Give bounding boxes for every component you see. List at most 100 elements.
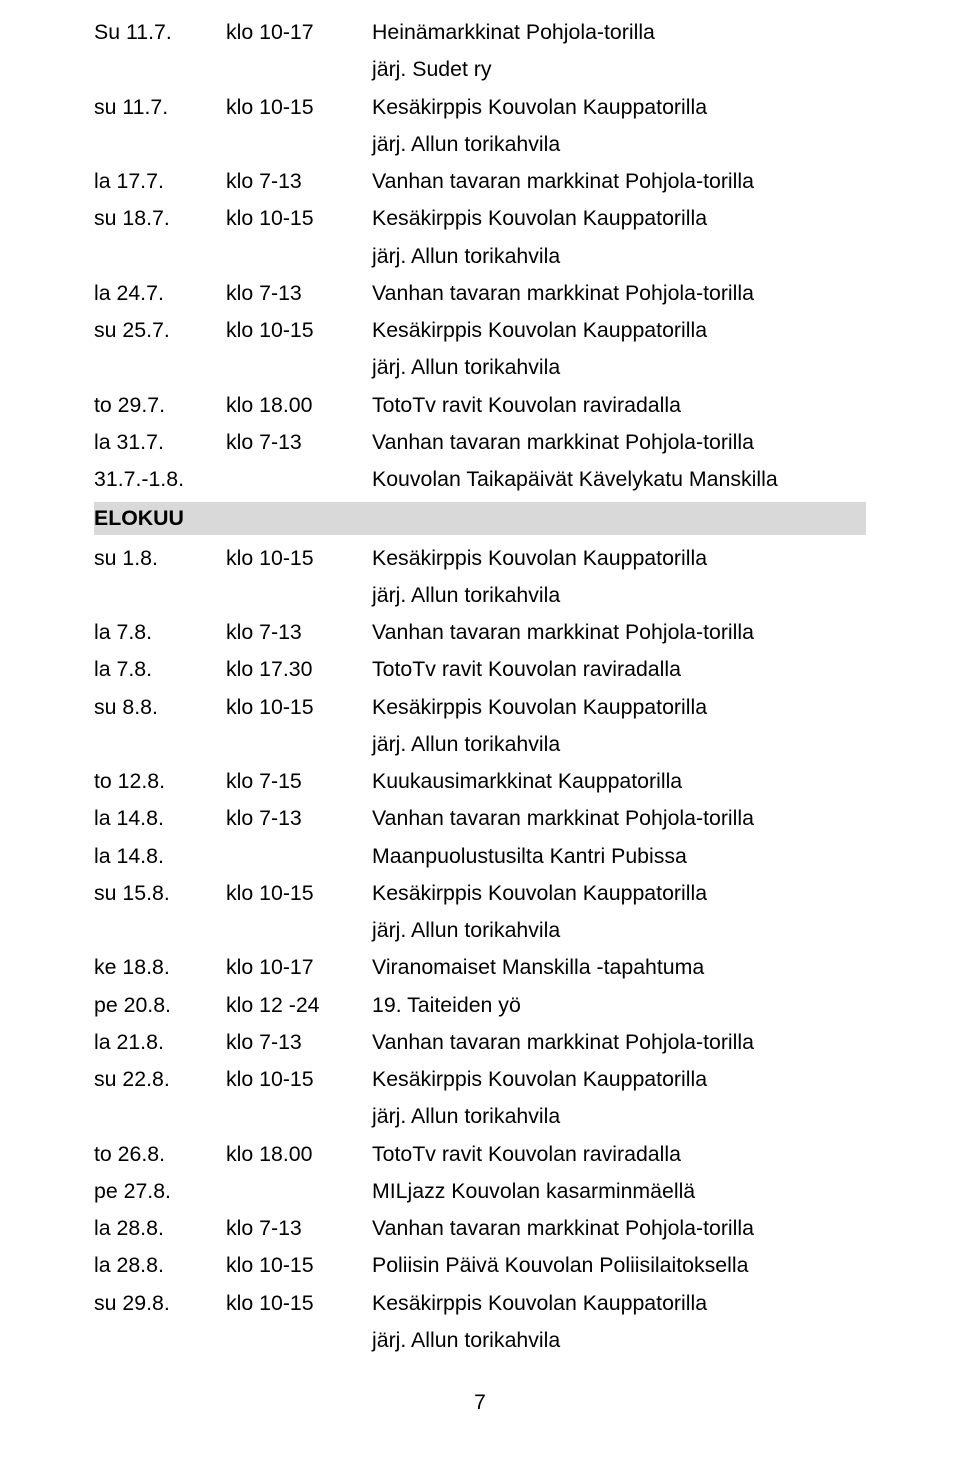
description-cell: järj. Allun torikahvila bbox=[372, 353, 866, 382]
schedule-row: la 21.8.klo 7-13Vanhan tavaran markkinat… bbox=[94, 1028, 866, 1057]
time-cell: klo 10-17 bbox=[226, 953, 372, 982]
schedule-row: pe 20.8.klo 12 -2419. Taiteiden yö bbox=[94, 991, 866, 1020]
date-cell: su 8.8. bbox=[94, 693, 226, 722]
time-cell: klo 10-15 bbox=[226, 93, 372, 122]
description-cell: Kesäkirppis Kouvolan Kauppatorilla bbox=[372, 693, 866, 722]
page-content: Su 11.7. klo 10-17 Heinämarkkinat Pohjola-… bbox=[0, 0, 960, 1455]
schedule-row: la 31.7.klo 7-13Vanhan tavaran markkinat… bbox=[94, 428, 866, 457]
date-cell: la 7.8. bbox=[94, 655, 226, 684]
description-cell: Heinämarkkinat Pohjola-torilla bbox=[372, 18, 866, 47]
description-cell: TotoTv ravit Kouvolan raviradalla bbox=[372, 391, 866, 420]
description-cell: järj. Allun torikahvila bbox=[372, 130, 866, 159]
date-cell: la 14.8. bbox=[94, 842, 226, 871]
schedule-row: su 1.8.klo 10-15Kesäkirppis Kouvolan Kau… bbox=[94, 544, 866, 573]
time-cell: klo 10-15 bbox=[226, 204, 372, 233]
date-cell: la 28.8. bbox=[94, 1214, 226, 1243]
date-cell: la 21.8. bbox=[94, 1028, 226, 1057]
time-cell: klo 10-15 bbox=[226, 1289, 372, 1318]
schedule-row: la 7.8.klo 17.30TotoTv ravit Kouvolan ra… bbox=[94, 655, 866, 684]
date-cell: pe 27.8. bbox=[94, 1177, 226, 1206]
description-cell: Vanhan tavaran markkinat Pohjola-torilla bbox=[372, 804, 866, 833]
date-cell: su 1.8. bbox=[94, 544, 226, 573]
schedule-row: järj. Allun torikahvila bbox=[94, 130, 866, 159]
schedule-row: la 28.8.klo 7-13Vanhan tavaran markkinat… bbox=[94, 1214, 866, 1243]
section-header-row: ELOKUU bbox=[94, 502, 866, 535]
time-cell: klo 7-13 bbox=[226, 618, 372, 647]
schedule-row: su 22.8.klo 10-15Kesäkirppis Kouvolan Ka… bbox=[94, 1065, 866, 1094]
description-cell: Poliisin Päivä Kouvolan Poliisilaitoksel… bbox=[372, 1251, 866, 1280]
time-cell: klo 10-15 bbox=[226, 316, 372, 345]
date-cell: to 26.8. bbox=[94, 1140, 226, 1169]
date-cell: to 29.7. bbox=[94, 391, 226, 420]
schedule-row: järj. Sudet ry bbox=[94, 55, 866, 84]
date-cell: su 11.7. bbox=[94, 93, 226, 122]
time-cell: klo 7-13 bbox=[226, 428, 372, 457]
description-cell: Kesäkirppis Kouvolan Kauppatorilla bbox=[372, 544, 866, 573]
description-cell: Viranomaiset Manskilla -tapahtuma bbox=[372, 953, 866, 982]
time-cell: klo 7-13 bbox=[226, 804, 372, 833]
description-cell: MILjazz Kouvolan kasarminmäellä bbox=[372, 1177, 866, 1206]
description-cell: Kuukausimarkkinat Kauppatorilla bbox=[372, 767, 866, 796]
time-cell: klo 18.00 bbox=[226, 1140, 372, 1169]
description-cell: Vanhan tavaran markkinat Pohjola-torilla bbox=[372, 1028, 866, 1057]
schedule-row: su 8.8.klo 10-15Kesäkirppis Kouvolan Kau… bbox=[94, 693, 866, 722]
date-cell: pe 20.8. bbox=[94, 991, 226, 1020]
date-cell: to 12.8. bbox=[94, 767, 226, 796]
description-cell: Vanhan tavaran markkinat Pohjola-torilla bbox=[372, 618, 866, 647]
date-cell: su 22.8. bbox=[94, 1065, 226, 1094]
schedule-row: su 18.7.klo 10-15Kesäkirppis Kouvolan Ka… bbox=[94, 204, 866, 233]
description-cell: TotoTv ravit Kouvolan raviradalla bbox=[372, 655, 866, 684]
date-cell: su 25.7. bbox=[94, 316, 226, 345]
schedule-row: järj. Allun torikahvila bbox=[94, 1326, 866, 1355]
date-cell: la 7.8. bbox=[94, 618, 226, 647]
date-cell: su 29.8. bbox=[94, 1289, 226, 1318]
schedule-row: su 25.7.klo 10-15Kesäkirppis Kouvolan Ka… bbox=[94, 316, 866, 345]
description-cell: järj. Allun torikahvila bbox=[372, 242, 866, 271]
time-cell: klo 10-15 bbox=[226, 693, 372, 722]
date-cell: la 14.8. bbox=[94, 804, 226, 833]
description-cell: järj. Allun torikahvila bbox=[372, 730, 866, 759]
time-cell: klo 10-15 bbox=[226, 1251, 372, 1280]
time-cell: klo 12 -24 bbox=[226, 991, 372, 1020]
time-cell: klo 7-13 bbox=[226, 1214, 372, 1243]
schedule-row: la 7.8.klo 7-13Vanhan tavaran markkinat … bbox=[94, 618, 866, 647]
schedule-row: pe 27.8. MILjazz Kouvolan kasarminmäellä bbox=[94, 1177, 866, 1206]
schedule-row: su 15.8.klo 10-15Kesäkirppis Kouvolan Ka… bbox=[94, 879, 866, 908]
description-cell: Vanhan tavaran markkinat Pohjola-torilla bbox=[372, 279, 866, 308]
time-cell: klo 7-13 bbox=[226, 167, 372, 196]
schedule-row: su 11.7.klo 10-15Kesäkirppis Kouvolan Ka… bbox=[94, 93, 866, 122]
description-cell: TotoTv ravit Kouvolan raviradalla bbox=[372, 1140, 866, 1169]
schedule-row: järj. Allun torikahvila bbox=[94, 1102, 866, 1131]
schedule-row: järj. Allun torikahvila bbox=[94, 353, 866, 382]
date-cell: Su 11.7. bbox=[94, 18, 226, 47]
schedule-row: järj. Allun torikahvila bbox=[94, 730, 866, 759]
description-cell: Vanhan tavaran markkinat Pohjola-torilla bbox=[372, 428, 866, 457]
schedule-row: järj. Allun torikahvila bbox=[94, 581, 866, 610]
schedule-row: järj. Allun torikahvila bbox=[94, 916, 866, 945]
description-cell: Kesäkirppis Kouvolan Kauppatorilla bbox=[372, 1289, 866, 1318]
description-cell: Vanhan tavaran markkinat Pohjola-torilla bbox=[372, 1214, 866, 1243]
description-cell: Kouvolan Taikapäivät Kävelykatu Manskill… bbox=[372, 465, 866, 494]
description-cell: Vanhan tavaran markkinat Pohjola-torilla bbox=[372, 167, 866, 196]
time-cell: klo 10-15 bbox=[226, 879, 372, 908]
date-cell: la 17.7. bbox=[94, 167, 226, 196]
schedule-row: la 14.8.klo 7-13Vanhan tavaran markkinat… bbox=[94, 804, 866, 833]
date-cell: su 15.8. bbox=[94, 879, 226, 908]
description-cell: Kesäkirppis Kouvolan Kauppatorilla bbox=[372, 204, 866, 233]
schedule-row: to 12.8.klo 7-15Kuukausimarkkinat Kauppa… bbox=[94, 767, 866, 796]
time-cell: klo 10-15 bbox=[226, 544, 372, 573]
schedule-row: su 29.8.klo 10-15Kesäkirppis Kouvolan Ka… bbox=[94, 1289, 866, 1318]
schedule-row: to 29.7.klo 18.00TotoTv ravit Kouvolan r… bbox=[94, 391, 866, 420]
time-cell: klo 7-13 bbox=[226, 279, 372, 308]
description-cell: järj. Sudet ry bbox=[372, 55, 866, 84]
description-cell: järj. Allun torikahvila bbox=[372, 916, 866, 945]
description-cell: 19. Taiteiden yö bbox=[372, 991, 866, 1020]
description-cell: Kesäkirppis Kouvolan Kauppatorilla bbox=[372, 316, 866, 345]
date-cell: su 18.7. bbox=[94, 204, 226, 233]
date-cell: ELOKUU bbox=[94, 504, 226, 533]
schedule-row: la 14.8.Maanpuolustusilta Kantri Pubissa bbox=[94, 842, 866, 871]
schedule-row: Su 11.7.klo 10-17Heinämarkkinat Pohjola-… bbox=[94, 18, 866, 47]
date-cell: la 24.7. bbox=[94, 279, 226, 308]
schedule-row: to 26.8.klo 18.00TotoTv ravit Kouvolan r… bbox=[94, 1140, 866, 1169]
date-cell: la 28.8. bbox=[94, 1251, 226, 1280]
